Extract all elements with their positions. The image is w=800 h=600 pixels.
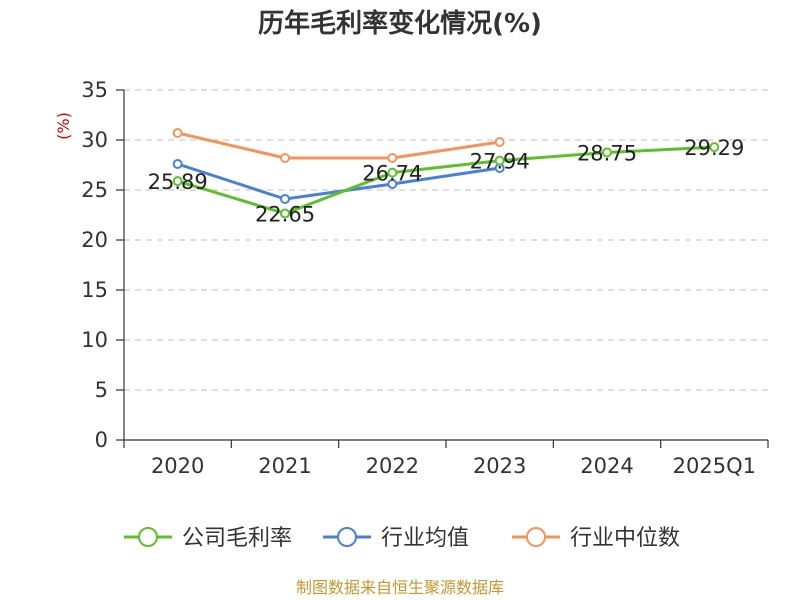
data-point — [494, 137, 505, 147]
x-tick-label: 2020 — [151, 454, 204, 478]
legend-item[interactable]: 行业均值 — [323, 526, 469, 551]
series-line — [177, 145, 715, 215]
data-label: 27.94 — [470, 150, 530, 174]
x-tick-label: 2021 — [258, 454, 311, 478]
y-tick-label: 30 — [81, 128, 108, 152]
data-point — [602, 147, 612, 158]
y-tick-label: 0 — [95, 428, 108, 452]
data-point — [387, 179, 398, 189]
legend-marker — [526, 527, 546, 547]
data-point — [387, 167, 398, 178]
series-lines — [172, 128, 720, 219]
y-tick-label: 10 — [81, 328, 108, 352]
x-tick-label: 2025Q1 — [673, 454, 756, 478]
data-label: 29.29 — [684, 136, 744, 160]
legend[interactable]: 公司毛利率 行业均值 行业中位数 — [124, 526, 680, 551]
y-tick-label: 5 — [95, 378, 108, 402]
data-label: 22.65 — [255, 203, 315, 227]
chart-title: 历年毛利率变化情况(%) — [258, 9, 542, 39]
y-tick-label: 15 — [81, 278, 108, 302]
legend-label: 行业中位数 — [570, 526, 680, 551]
axes: 0 5 10 15 20 25 30 35 2020 2021 2022 2023 2024 2025Q1 — [81, 78, 769, 478]
data-point — [280, 194, 290, 204]
x-tick-label: 2024 — [580, 454, 633, 478]
y-tick-label: 35 — [81, 78, 108, 102]
data-point — [172, 128, 183, 138]
legend-marker — [138, 527, 158, 547]
x-tick-label: 2023 — [473, 454, 526, 478]
legend-item[interactable]: 公司毛利率 — [124, 526, 292, 551]
data-label: 26.74 — [362, 162, 422, 186]
data-point — [172, 176, 183, 187]
legend-label: 行业均值 — [381, 526, 469, 551]
legend-label: 公司毛利率 — [182, 526, 292, 551]
data-point — [709, 142, 720, 153]
data-point — [172, 159, 183, 169]
y-tick-label: 20 — [81, 228, 108, 252]
source-note: 制图数据来自恒生聚源数据库 — [295, 578, 504, 597]
grid-lines — [124, 89, 768, 391]
data-label: 25.89 — [148, 170, 208, 194]
data-point — [387, 153, 398, 163]
legend-item[interactable]: 行业中位数 — [512, 526, 680, 551]
data-point — [280, 208, 290, 219]
series-line — [177, 131, 500, 160]
y-tick-label: 25 — [81, 178, 108, 202]
legend-marker — [337, 527, 357, 547]
data-point — [280, 153, 290, 163]
data-label: 28.75 — [577, 142, 637, 166]
data-point — [494, 155, 505, 166]
x-tick-label: 2022 — [366, 454, 419, 478]
y-axis-label: (%) — [54, 112, 73, 140]
data-labels: 25.89 22.65 26.74 27.94 28.75 29.29 — [148, 136, 745, 226]
